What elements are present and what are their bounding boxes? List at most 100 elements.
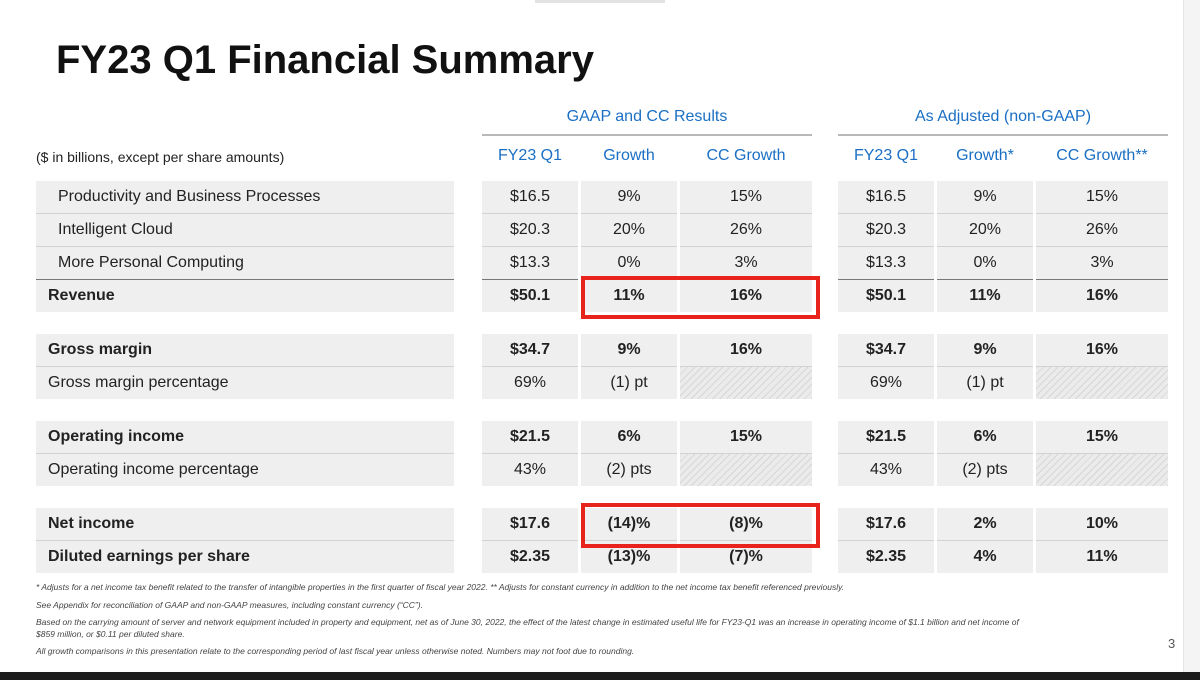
- group-header-gaap: GAAP and CC Results: [566, 108, 728, 125]
- cell-gaap-cc-growth: 16%: [680, 334, 812, 366]
- row-divider: [581, 213, 677, 214]
- cell-gaap-fy23q1: $17.6: [482, 508, 578, 540]
- row-divider: [482, 213, 578, 214]
- row-divider: [36, 453, 454, 454]
- row-divider: [482, 279, 578, 280]
- column-header-gaap-cc-growth: CC Growth: [706, 147, 786, 164]
- cell-adj-growth: 11%: [937, 280, 1033, 312]
- cell-gaap-cc-growth: 3%: [680, 247, 812, 279]
- cell-adj-fy23q1: $20.3: [838, 214, 934, 246]
- cell-gaap-growth: 0%: [581, 247, 677, 279]
- row-label: Net income: [36, 508, 454, 540]
- group-underline-gaap: [482, 134, 812, 136]
- row-label: Gross margin: [36, 334, 454, 366]
- cell-gaap-growth: 20%: [581, 214, 677, 246]
- cell-not-applicable: [680, 367, 812, 399]
- cell-adj-cc-growth: 15%: [1036, 181, 1168, 213]
- row-divider: [680, 366, 812, 367]
- cell-gaap-fy23q1: 43%: [482, 454, 578, 486]
- row-label: Revenue: [36, 280, 454, 312]
- footnote-adjustments: * Adjusts for a net income tax benefit r…: [36, 582, 845, 592]
- cell-gaap-growth: 6%: [581, 421, 677, 453]
- cell-adj-fy23q1: $50.1: [838, 280, 934, 312]
- group-header-adjusted: As Adjusted (non-GAAP): [914, 108, 1092, 125]
- cell-adj-growth: 20%: [937, 214, 1033, 246]
- cell-gaap-growth: 11%: [581, 280, 677, 312]
- cell-adj-growth: 2%: [937, 508, 1033, 540]
- column-header-gaap-fy23q1: FY23 Q1: [497, 147, 563, 164]
- row-divider: [937, 213, 1033, 214]
- page-title: FY23 Q1 Financial Summary: [56, 38, 594, 82]
- cell-adj-fy23q1: $16.5: [838, 181, 934, 213]
- row-divider: [36, 540, 454, 541]
- cell-adj-growth: (1) pt: [937, 367, 1033, 399]
- row-label: Diluted earnings per share: [36, 541, 454, 573]
- cell-adj-fy23q1: 69%: [838, 367, 934, 399]
- row-divider: [1036, 213, 1168, 214]
- row-divider: [937, 279, 1033, 280]
- row-label: More Personal Computing: [36, 247, 454, 279]
- cell-adj-cc-growth: 10%: [1036, 508, 1168, 540]
- footnote-useful-life-cont: $859 million, or $0.11 per diluted share…: [36, 629, 185, 639]
- row-divider: [680, 453, 812, 454]
- row-divider: [937, 246, 1033, 247]
- row-divider: [581, 366, 677, 367]
- cell-gaap-growth: (14)%: [581, 508, 677, 540]
- row-divider: [838, 366, 934, 367]
- cell-adj-growth: 0%: [937, 247, 1033, 279]
- row-label: Intelligent Cloud: [36, 214, 454, 246]
- cell-gaap-cc-growth: 26%: [680, 214, 812, 246]
- cell-adj-cc-growth: 15%: [1036, 421, 1168, 453]
- cell-gaap-fy23q1: 69%: [482, 367, 578, 399]
- cell-not-applicable: [680, 454, 812, 486]
- column-header-adj-fy23q1: FY23 Q1: [853, 147, 919, 164]
- row-divider: [36, 366, 454, 367]
- top-edge-bar: [535, 0, 665, 3]
- cell-gaap-cc-growth: 15%: [680, 421, 812, 453]
- row-divider: [838, 213, 934, 214]
- page-number: 3: [1168, 636, 1176, 651]
- row-divider: [838, 453, 934, 454]
- highlight-box-net-income: [581, 503, 820, 548]
- row-label: Operating income percentage: [36, 454, 454, 486]
- cell-gaap-growth: 9%: [581, 334, 677, 366]
- row-divider: [482, 453, 578, 454]
- cell-gaap-fy23q1: $50.1: [482, 280, 578, 312]
- cell-adj-cc-growth: 3%: [1036, 247, 1168, 279]
- cell-gaap-cc-growth: 15%: [680, 181, 812, 213]
- footnote-growth-comparisons: All growth comparisons in this presentat…: [36, 646, 635, 656]
- row-divider: [937, 453, 1033, 454]
- row-divider: [838, 246, 934, 247]
- row-divider: [1036, 453, 1168, 454]
- row-divider: [581, 453, 677, 454]
- cell-adj-cc-growth: 16%: [1036, 280, 1168, 312]
- row-divider: [1036, 246, 1168, 247]
- row-divider: [1036, 366, 1168, 367]
- cell-adj-growth: 9%: [937, 334, 1033, 366]
- cell-adj-fy23q1: $17.6: [838, 508, 934, 540]
- bottom-edge-bar: [0, 672, 1200, 680]
- cell-not-applicable: [1036, 367, 1168, 399]
- row-divider: [482, 540, 578, 541]
- cell-adj-fy23q1: $34.7: [838, 334, 934, 366]
- row-label: Productivity and Business Processes: [36, 181, 454, 213]
- cell-gaap-fy23q1: $13.3: [482, 247, 578, 279]
- cell-adj-cc-growth: 11%: [1036, 541, 1168, 573]
- highlight-box-revenue: [581, 276, 820, 319]
- row-divider: [36, 246, 454, 247]
- row-divider: [1036, 540, 1168, 541]
- cell-adj-fy23q1: $2.35: [838, 541, 934, 573]
- cell-adj-growth: 6%: [937, 421, 1033, 453]
- cell-gaap-cc-growth: 16%: [680, 280, 812, 312]
- row-divider: [838, 540, 934, 541]
- column-header-adj-cc-growth: CC Growth**: [1056, 147, 1148, 164]
- cell-gaap-fy23q1: $2.35: [482, 541, 578, 573]
- cell-gaap-fy23q1: $20.3: [482, 214, 578, 246]
- cell-gaap-cc-growth: (8)%: [680, 508, 812, 540]
- row-divider: [1036, 279, 1168, 280]
- units-note: ($ in billions, except per share amounts…: [36, 149, 285, 165]
- cell-adj-fy23q1: 43%: [838, 454, 934, 486]
- column-header-adj-growth: Growth*: [956, 147, 1014, 164]
- cell-adj-growth: (2) pts: [937, 454, 1033, 486]
- cell-gaap-fy23q1: $34.7: [482, 334, 578, 366]
